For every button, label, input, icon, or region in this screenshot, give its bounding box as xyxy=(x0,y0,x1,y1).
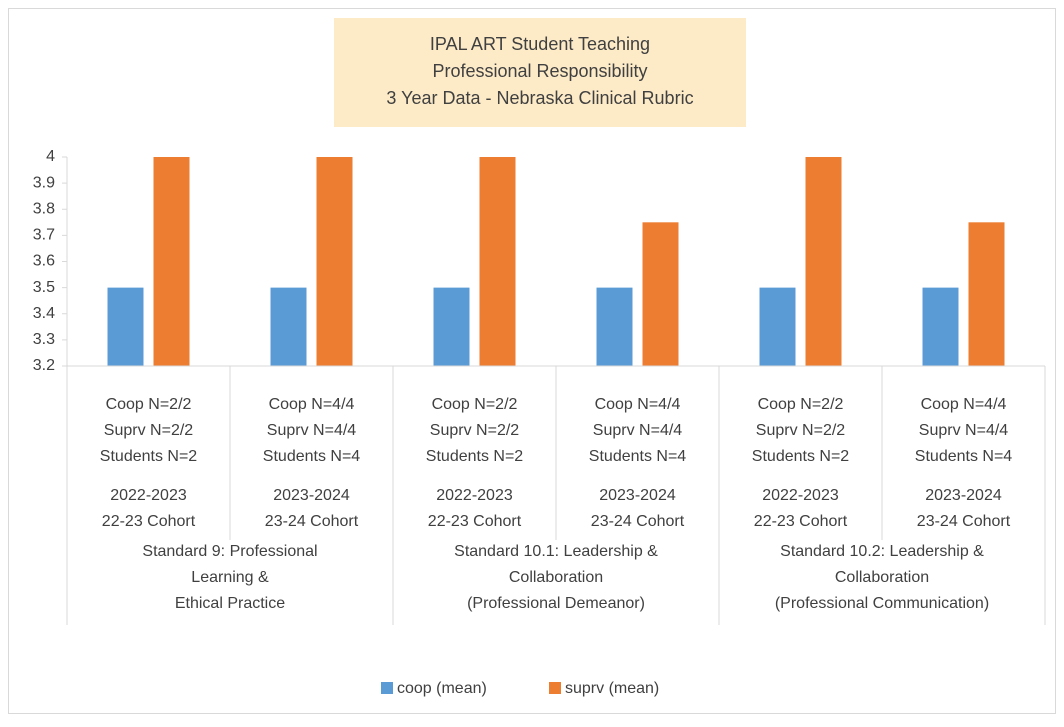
bar xyxy=(153,157,190,366)
y-tick-label: 3.7 xyxy=(33,227,55,244)
group-label: Standard 10.1: Leadership & xyxy=(454,543,658,560)
bar xyxy=(805,157,842,366)
group-label: Collaboration xyxy=(835,569,929,586)
title-box xyxy=(334,18,746,127)
legend-label: suprv (mean) xyxy=(565,680,659,697)
group-label: Standard 10.2: Leadership & xyxy=(780,543,984,560)
bar xyxy=(316,157,353,366)
y-tick-label: 4 xyxy=(46,148,55,165)
y-tick-label: 3.8 xyxy=(33,200,55,217)
bar xyxy=(479,157,516,366)
x-tick-label: Suprv N=4/4 xyxy=(593,422,682,439)
y-tick-label: 3.3 xyxy=(33,331,55,348)
bar xyxy=(107,287,144,366)
x-tick-label: Coop N=2/2 xyxy=(432,396,518,413)
legend-label: coop (mean) xyxy=(397,680,487,697)
x-tick-label: 22-23 Cohort xyxy=(102,513,196,530)
x-tick-label: Suprv N=2/2 xyxy=(104,422,193,439)
bar xyxy=(759,287,796,366)
x-tick-label: 2023-2024 xyxy=(273,487,350,504)
bar xyxy=(433,287,470,366)
bar xyxy=(642,222,679,366)
bar xyxy=(968,222,1005,366)
y-tick-label: 3.9 xyxy=(33,174,55,191)
bar xyxy=(596,287,633,366)
x-tick-label: 23-24 Cohort xyxy=(265,513,359,530)
x-tick-label: Suprv N=2/2 xyxy=(430,422,519,439)
x-tick-label: Suprv N=4/4 xyxy=(267,422,356,439)
chart-title: IPAL ART Student Teaching xyxy=(430,34,650,54)
x-tick-label: Coop N=2/2 xyxy=(758,396,844,413)
x-tick-label: 2023-2024 xyxy=(599,487,676,504)
x-tick-label: 22-23 Cohort xyxy=(428,513,522,530)
group-label: Collaboration xyxy=(509,569,603,586)
bar xyxy=(270,287,307,366)
x-tick-label: Coop N=4/4 xyxy=(269,396,355,413)
x-tick-label: Suprv N=4/4 xyxy=(919,422,1008,439)
bar xyxy=(922,287,959,366)
legend-swatch xyxy=(549,682,561,694)
group-label: Ethical Practice xyxy=(175,595,285,612)
x-tick-label: 2022-2023 xyxy=(762,487,839,504)
group-label: Standard 9: Professional xyxy=(142,543,317,560)
x-tick-label: 2022-2023 xyxy=(110,487,187,504)
x-tick-label: 23-24 Cohort xyxy=(917,513,1011,530)
x-tick-label: 2023-2024 xyxy=(925,487,1002,504)
x-tick-label: Coop N=2/2 xyxy=(106,396,192,413)
group-label: Learning & xyxy=(191,569,269,586)
chart-title: Professional Responsibility xyxy=(432,61,647,81)
x-tick-label: Students N=4 xyxy=(915,448,1013,465)
group-label: (Professional Demeanor) xyxy=(467,595,645,612)
x-tick-label: Students N=4 xyxy=(263,448,361,465)
group-label: (Professional Communication) xyxy=(775,595,989,612)
y-tick-label: 3.4 xyxy=(33,305,55,322)
x-tick-label: 22-23 Cohort xyxy=(754,513,848,530)
y-tick-label: 3.5 xyxy=(33,279,55,296)
y-tick-label: 3.6 xyxy=(33,253,55,270)
x-tick-label: Students N=2 xyxy=(100,448,198,465)
x-tick-label: 23-24 Cohort xyxy=(591,513,685,530)
x-tick-label: Students N=2 xyxy=(752,448,850,465)
x-tick-label: Students N=2 xyxy=(426,448,524,465)
x-tick-label: Coop N=4/4 xyxy=(595,396,681,413)
legend-swatch xyxy=(381,682,393,694)
x-tick-label: Students N=4 xyxy=(589,448,687,465)
x-tick-label: Suprv N=2/2 xyxy=(756,422,845,439)
x-tick-label: 2022-2023 xyxy=(436,487,513,504)
x-tick-label: Coop N=4/4 xyxy=(921,396,1007,413)
y-tick-label: 3.2 xyxy=(33,357,55,374)
chart-title: 3 Year Data - Nebraska Clinical Rubric xyxy=(386,88,693,108)
